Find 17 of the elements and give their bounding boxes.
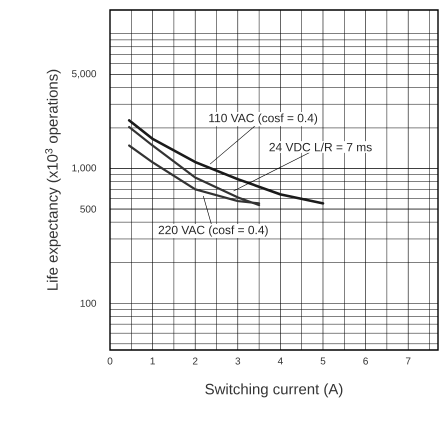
- annotation: 220 VAC (cosf = 0.4): [158, 225, 268, 237]
- y-axis-title: Life expectancy (x10$^{3}$ operations): [45, 70, 61, 290]
- x-axis-title: Switching current (A): [205, 383, 342, 398]
- x-tick-label: 6: [363, 358, 368, 365]
- x-tick-label: 0: [108, 358, 112, 365]
- y-tick-label: 5,000: [72, 70, 96, 78]
- x-tick-label: 2: [192, 358, 198, 364]
- y-tick-label: 100: [80, 300, 96, 307]
- x-tick-label: 7: [406, 358, 410, 364]
- x-tick-label: 1: [150, 358, 155, 364]
- annotation: 110 VAC (cosf = 0.4): [209, 113, 318, 125]
- x-tick-label: 5: [320, 358, 326, 364]
- annotation: 24 VDC L/R = 7 ms: [269, 142, 372, 152]
- y-tick-label: 1,000: [72, 164, 96, 173]
- y-tick-label: 500: [80, 206, 96, 213]
- x-tick-label: 4: [278, 358, 283, 364]
- x-tick-label: 3: [235, 358, 240, 365]
